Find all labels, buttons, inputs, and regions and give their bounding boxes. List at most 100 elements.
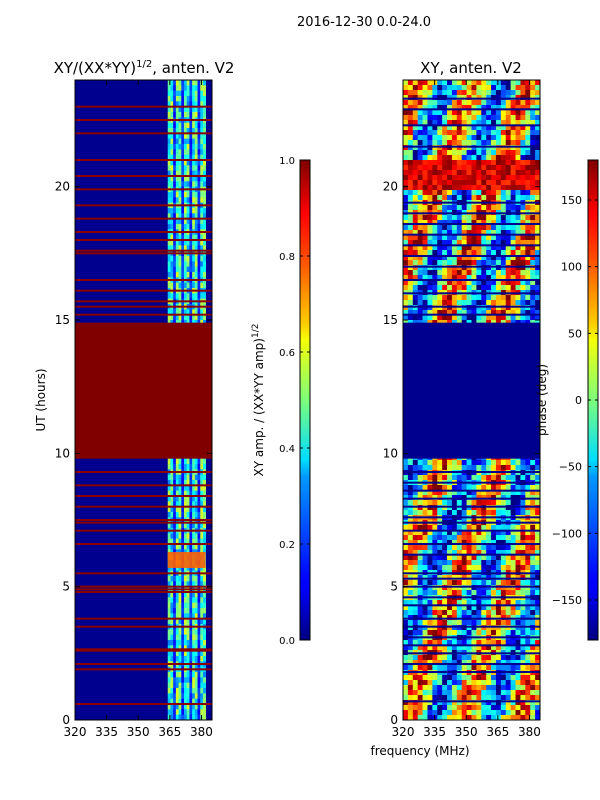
left-heatmap-cell	[194, 544, 198, 550]
right-heatmap-cell	[456, 295, 463, 301]
right-heatmap-cell	[495, 620, 502, 626]
right-heatmap-cell	[417, 615, 423, 621]
right-heatmap-cell	[520, 555, 526, 561]
left-heatmap-cell	[192, 138, 196, 145]
right-heatmap-cell	[442, 80, 448, 86]
right-heatmap-cell	[530, 120, 536, 126]
right-heatmap-cell	[500, 600, 507, 606]
left-heatmap-cell	[202, 272, 206, 278]
left-heatmap-cell	[173, 128, 177, 134]
right-heatmap-cell	[491, 240, 497, 246]
right-heatmap-cell	[500, 320, 507, 326]
left-heatmap-cell	[192, 565, 196, 571]
left-heatmap-cell	[181, 650, 185, 657]
right-heatmap-cell	[427, 640, 433, 646]
right-heatmap-cell	[525, 100, 531, 106]
left-heatmap-cell	[194, 522, 198, 529]
right-heatmap-cell	[456, 600, 463, 606]
left-heatmap-cell	[175, 261, 179, 267]
right-heatmap-cell	[412, 170, 418, 176]
right-heatmap-cell	[530, 205, 536, 211]
right-heatmap-cell	[515, 465, 521, 471]
right-heatmap-cell	[451, 280, 458, 286]
left-heatmap-cell	[178, 90, 182, 97]
left-heatmap-cell	[192, 677, 196, 683]
right-heatmap-cell	[451, 215, 458, 221]
right-heatmap-cell	[427, 185, 433, 191]
left-heatmap-cell	[202, 608, 206, 614]
right-heatmap-cell	[437, 220, 443, 226]
right-heatmap-cell	[412, 110, 418, 116]
left-heatmap-cell	[175, 458, 179, 465]
right-heatmap-cell	[530, 255, 536, 261]
right-heatmap-cell	[471, 85, 477, 91]
right-heatmap-cell	[432, 150, 438, 156]
right-heatmap-cell	[471, 630, 477, 636]
left-heatmap-cell	[200, 160, 204, 166]
right-heatmap-cell	[505, 500, 511, 506]
right-heatmap-cell	[530, 220, 536, 226]
right-heatmap-cell	[525, 245, 531, 251]
right-heatmap-cell	[466, 560, 472, 566]
right-heatmap-cell	[486, 315, 492, 321]
left-flag-line	[75, 188, 212, 191]
left-heatmap-cell	[189, 240, 193, 246]
right-heatmap-cell	[505, 255, 511, 261]
right-heatmap-cell	[515, 215, 521, 221]
right-heatmap-cell	[403, 645, 409, 651]
right-heatmap-cell	[525, 215, 531, 221]
right-heatmap-cell	[456, 280, 463, 286]
left-heatmap-cell	[167, 314, 171, 321]
left-heatmap-cell	[178, 512, 182, 518]
right-heatmap-cell	[447, 270, 453, 276]
right-heatmap-cell	[432, 615, 438, 621]
right-heatmap-cell	[471, 600, 477, 606]
left-heatmap-cell	[186, 224, 190, 230]
right-heatmap-cell	[515, 245, 521, 251]
left-heatmap-cell	[200, 640, 204, 646]
right-heatmap-cell	[535, 485, 540, 491]
left-heatmap-cell	[173, 677, 177, 683]
right-heatmap-cell	[495, 165, 502, 171]
right-heatmap-cell	[466, 295, 472, 301]
left-heatmap-cell	[175, 672, 179, 678]
left-heatmap-cell	[173, 714, 177, 720]
left-heatmap-cell	[175, 693, 179, 699]
right-heatmap-cell	[466, 285, 472, 291]
left-heatmap-cell	[194, 224, 198, 230]
right-heatmap-cell	[486, 105, 492, 111]
left-heatmap-cell	[167, 709, 171, 715]
right-heatmap-cell	[442, 575, 448, 581]
right-heatmap-cell	[432, 550, 438, 556]
right-heatmap-cell	[422, 590, 428, 596]
right-heatmap-cell	[451, 485, 458, 491]
right-heatmap-cell	[432, 605, 438, 611]
right-heatmap-cell	[456, 245, 463, 251]
right-heatmap-cell	[432, 525, 438, 531]
left-heatmap-cell	[178, 645, 182, 651]
right-heatmap-cell	[486, 155, 492, 161]
right-heatmap-cell	[515, 580, 521, 586]
left-heatmap-cell	[178, 565, 182, 571]
left-ylabel: UT (hours)	[34, 368, 48, 431]
left-heatmap-cell	[178, 698, 182, 705]
right-heatmap-cell	[407, 610, 414, 616]
right-heatmap-cell	[476, 105, 482, 111]
right-heatmap-cell	[510, 190, 516, 196]
right-heatmap-cell	[422, 545, 428, 551]
right-heatmap-cell	[422, 500, 428, 506]
left-heatmap-cell	[167, 496, 171, 502]
right-heatmap-cell	[530, 530, 536, 536]
right-heatmap-cell	[495, 285, 502, 291]
right-heatmap-cell	[486, 630, 492, 636]
right-heatmap-cell	[525, 630, 531, 636]
right-heatmap-cell	[500, 590, 507, 596]
right-heatmap-cell	[412, 185, 418, 191]
right-heatmap-cell	[403, 135, 409, 141]
right-heatmap-cell	[447, 215, 453, 221]
right-heatmap-cell	[447, 315, 453, 321]
left-heatmap-cell	[170, 645, 174, 651]
right-heatmap-cell	[412, 260, 418, 266]
right-heatmap-cell	[466, 580, 472, 586]
right-heatmap-cell	[481, 275, 487, 281]
